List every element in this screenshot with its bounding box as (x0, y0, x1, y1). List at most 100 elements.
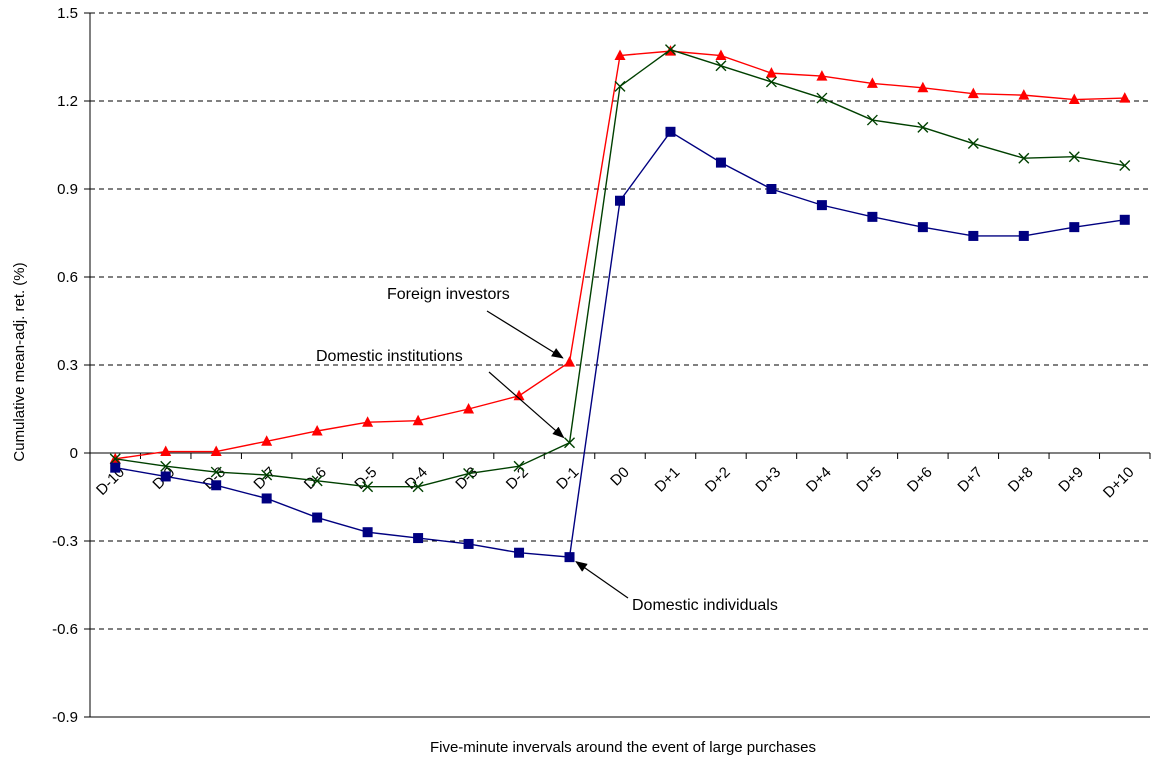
data-point (463, 538, 474, 549)
annotation-arrow (486, 310, 564, 359)
data-point (160, 445, 172, 457)
data-point (312, 512, 323, 523)
series-line (115, 48, 1125, 488)
data-point (160, 471, 171, 482)
data-point (109, 453, 121, 465)
y-tick-label: 1.5 (57, 5, 78, 22)
data-point (210, 445, 222, 457)
data-point (867, 211, 878, 222)
data-point (968, 230, 979, 241)
y-tick-label: 0 (70, 445, 78, 462)
data-point (362, 416, 374, 427)
y-tick-label: -0.3 (52, 533, 78, 550)
data-point (816, 92, 828, 104)
x-tick-label: D-3 (452, 464, 481, 493)
series-foreign-investors (109, 45, 1131, 464)
series-domestic-individuals (110, 126, 1130, 563)
grid-lines (90, 12, 1150, 630)
data-point (564, 437, 576, 449)
x-tick-label: D+3 (752, 464, 784, 496)
data-point (463, 403, 475, 414)
data-point (412, 481, 424, 493)
data-point (362, 527, 373, 538)
y-tick-label: -0.9 (52, 709, 78, 726)
x-tick-label: D+6 (904, 464, 936, 496)
data-point (463, 468, 475, 480)
data-point (110, 462, 121, 473)
data-point (311, 425, 323, 436)
data-point (261, 435, 273, 446)
data-point (1018, 152, 1030, 164)
data-point (866, 114, 878, 126)
x-tick-label: D+9 (1055, 464, 1087, 496)
data-point (917, 81, 929, 93)
data-point (715, 157, 726, 168)
x-tick-label: D+4 (803, 464, 835, 496)
data-point (967, 87, 979, 99)
data-point (1068, 151, 1080, 163)
data-point (715, 49, 727, 61)
data-point (210, 466, 222, 478)
data-point (564, 552, 575, 563)
x-tick-label: D+1 (652, 464, 684, 496)
x-tick-label: D+8 (1005, 464, 1037, 496)
annotation-label: Domestic institutions (316, 348, 463, 365)
annotation-arrow (575, 561, 629, 599)
y-tick-label: 1.2 (57, 93, 78, 110)
data-point (1119, 160, 1131, 172)
x-tick-label: D+5 (853, 464, 885, 496)
x-tick-label: D0 (607, 464, 633, 490)
data-point (513, 389, 525, 401)
y-tick-label: -0.6 (52, 621, 78, 638)
data-point (211, 480, 222, 491)
data-point (614, 49, 626, 61)
y-axis-title: Cumulative mean-adj. ret. (%) (11, 262, 28, 461)
data-point (766, 184, 777, 194)
series-layer (109, 44, 1131, 563)
data-point (564, 356, 576, 367)
data-point (765, 76, 777, 88)
data-point (261, 469, 273, 481)
annotation-arrow (488, 371, 565, 439)
data-point (1018, 230, 1029, 241)
data-point (917, 121, 929, 133)
data-point (514, 547, 525, 558)
data-point (816, 200, 827, 211)
data-point (664, 44, 676, 56)
y-tick-label: 0.6 (57, 269, 78, 286)
x-tick-label: D-7 (250, 464, 279, 493)
data-point (665, 126, 676, 137)
x-tick-label: D+10 (1100, 464, 1138, 502)
x-tick-label: D+2 (702, 464, 734, 496)
series-line (115, 50, 1125, 460)
data-point (160, 460, 172, 472)
data-point (1119, 214, 1130, 225)
annotations: Foreign investors Domestic institutions Do… (316, 286, 778, 614)
data-point (362, 481, 374, 493)
data-point (513, 460, 525, 472)
x-tick-label: D-1 (553, 464, 582, 493)
data-point (413, 533, 424, 544)
data-point (715, 60, 727, 72)
data-point (311, 475, 323, 487)
data-point (1068, 93, 1080, 105)
annotation-label: Domestic individuals (632, 597, 778, 614)
y-tick-label: 0.3 (57, 357, 78, 374)
data-point (614, 80, 626, 92)
series-domestic-institutions (109, 44, 1131, 493)
x-tick-label: D+7 (954, 464, 986, 496)
data-point (917, 222, 928, 233)
data-point (1069, 222, 1080, 233)
data-point (1119, 92, 1131, 103)
data-point (615, 195, 625, 206)
data-point (967, 138, 979, 150)
y-tick-label: 0.9 (57, 181, 78, 198)
series-line (115, 130, 1125, 558)
data-point (1018, 89, 1030, 100)
annotation-label: Foreign investors (387, 286, 510, 303)
data-point (765, 67, 777, 78)
data-point (412, 414, 424, 426)
data-point (866, 77, 878, 88)
data-point (816, 70, 828, 81)
x-axis-title: Five-minute invervals around the event o… (430, 739, 816, 756)
